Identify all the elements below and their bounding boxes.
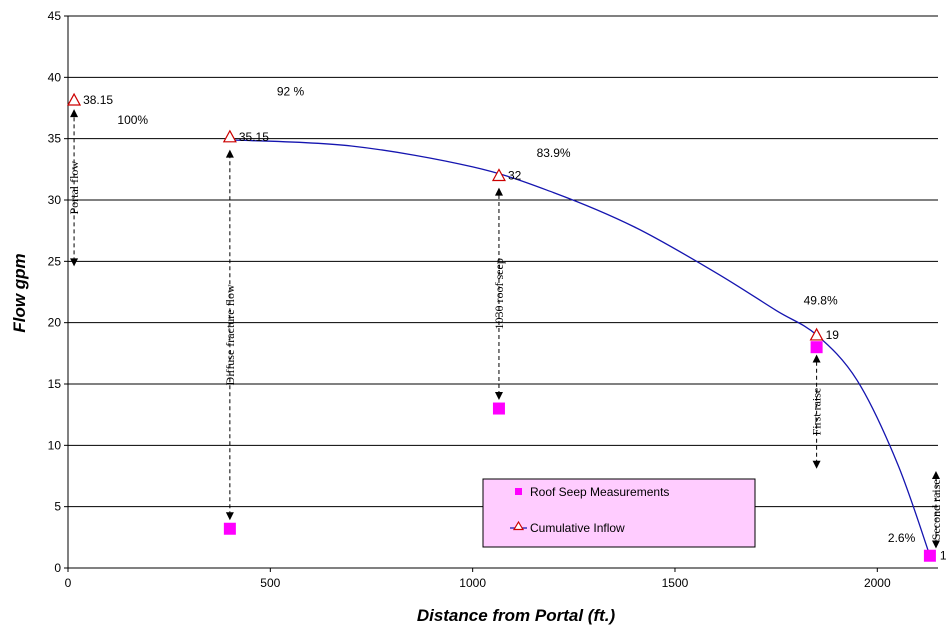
arrow-annotations: Portal flow Diffuse fracture flow 1030 roo… (67, 109, 943, 549)
x-tick-label: 1500 (662, 576, 689, 590)
y-tick-label: 5 (54, 500, 61, 514)
y-tick-label: 0 (54, 561, 61, 575)
cumulative-inflow-point (67, 92, 82, 106)
legend: Roof Seep Measurements Cumulative Inflow (482, 478, 756, 548)
arrow-label: 1030 roof seep (492, 258, 506, 329)
gridlines (68, 15, 938, 508)
x-axis-ticks: 0 500 1000 1500 2000 (65, 568, 891, 590)
y-axis-title: Flow gpm (10, 253, 29, 332)
x-tick-label: 1000 (459, 576, 486, 590)
cumulative-inflow-point (809, 327, 824, 341)
y-axis-ticks: 0 5 10 15 20 25 30 35 40 45 (48, 9, 68, 575)
percent-label: 49.8% (804, 293, 838, 307)
arrow-head-down (225, 512, 234, 521)
y-tick-label: 35 (48, 132, 62, 146)
arrow-head-up (225, 149, 234, 158)
edge-value-label: 1 (940, 549, 947, 563)
roof-seep-point (923, 549, 936, 562)
legend-triangle-marker (512, 520, 525, 531)
x-tick-label: 500 (260, 576, 280, 590)
point-value-label: 19 (826, 328, 840, 342)
percent-label: 92 % (277, 85, 305, 99)
roof-seep-points (223, 341, 936, 562)
percent-label: 83.9% (537, 146, 571, 160)
y-tick-label: 40 (48, 70, 62, 84)
arrow-label: Diffuse fracture flow (223, 284, 237, 385)
point-value-label: 38.15 (83, 93, 113, 107)
arrow-label: First raise (810, 388, 824, 436)
arrow-label: Second raise (929, 479, 943, 540)
y-tick-label: 15 (48, 377, 62, 391)
percent-label: 100% (117, 113, 148, 127)
x-axis-title: Distance from Portal (ft.) (417, 606, 616, 625)
legend-box (482, 478, 756, 548)
y-tick-label: 25 (48, 254, 62, 268)
legend-square-marker (515, 488, 522, 495)
arrow-label: Portal flow (67, 161, 81, 215)
point-value-labels: 38.15 35.15 32 19 (83, 93, 839, 342)
x-tick-label: 0 (65, 576, 72, 590)
cumulative-inflow-line (229, 139, 931, 556)
arrow-head-down (70, 258, 79, 267)
arrow-head-up (494, 187, 503, 196)
arrow-head-up (812, 354, 821, 363)
arrow-head-down (812, 460, 821, 469)
y-tick-label: 45 (48, 9, 62, 23)
arrow-head-up (931, 471, 940, 479)
arrow-head-up (70, 109, 79, 118)
x-tick-label: 2000 (864, 576, 891, 590)
cumulative-inflow-point (222, 129, 237, 143)
y-tick-label: 20 (48, 316, 62, 330)
roof-seep-point (492, 402, 505, 415)
legend-label-roof-seep: Roof Seep Measurements (530, 485, 669, 499)
y-tick-label: 30 (48, 193, 62, 207)
cumulative-inflow-points (67, 92, 824, 341)
point-value-label: 32 (508, 168, 522, 182)
roof-seep-point (223, 522, 236, 535)
cumulative-inflow-point (491, 168, 506, 182)
legend-label-cumulative-inflow: Cumulative Inflow (530, 521, 625, 535)
roof-seep-point (810, 341, 823, 354)
arrow-head-down (931, 540, 940, 549)
y-tick-label: 10 (48, 438, 62, 452)
percent-label: 2.6% (888, 531, 916, 545)
point-value-label: 35.15 (239, 130, 269, 144)
percent-labels: 100% 92 % 83.9% 49.8% 2.6% (117, 85, 915, 546)
arrow-head-down (494, 392, 503, 401)
